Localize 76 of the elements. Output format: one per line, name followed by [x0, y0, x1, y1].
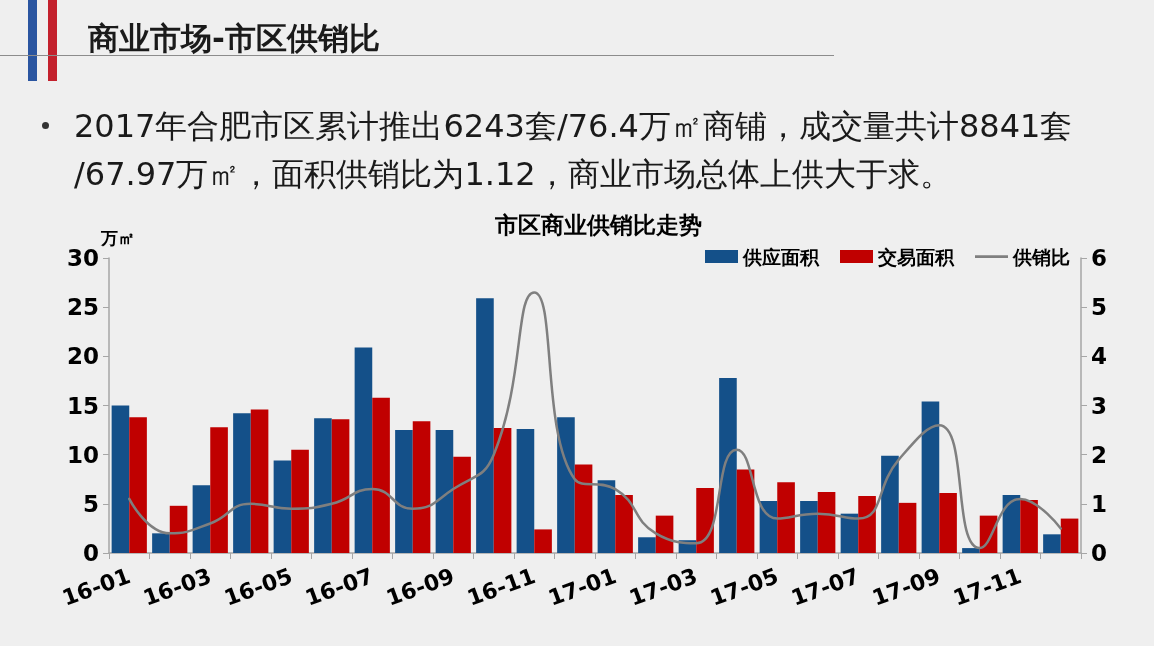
- legend-label: 交易面积: [877, 245, 955, 268]
- y2-tick-label: 4: [1091, 343, 1108, 370]
- bar: [192, 485, 211, 553]
- y-tick-label: 10: [66, 441, 99, 468]
- bar: [858, 495, 876, 553]
- bar: [1020, 499, 1038, 553]
- bar: [111, 405, 130, 553]
- y-tick-label: 20: [66, 343, 99, 370]
- bar: [169, 505, 188, 553]
- bar: [615, 494, 633, 553]
- bar: [354, 347, 373, 553]
- bar: [435, 430, 454, 553]
- bar: [291, 449, 309, 553]
- bar: [476, 298, 494, 553]
- y-tick-label: 15: [66, 392, 99, 419]
- y2-tick-label: 6: [1091, 245, 1108, 271]
- y2-tick-label: 3: [1091, 392, 1108, 419]
- bar: [273, 460, 292, 553]
- bar: [314, 418, 332, 553]
- bar: [152, 533, 170, 553]
- bar: [638, 537, 656, 553]
- bar: [210, 427, 228, 553]
- x-tick-label: 17-05: [706, 563, 782, 611]
- bar: [817, 492, 836, 553]
- y-axis-title: 万㎡: [100, 227, 135, 248]
- y-tick-label: 30: [66, 245, 99, 271]
- y-tick-label: 0: [82, 540, 99, 566]
- y-tick-label: 25: [66, 294, 99, 321]
- line-series: [128, 291, 1062, 550]
- legend-label: 供销比: [1012, 245, 1070, 268]
- bar: [1060, 518, 1079, 553]
- x-tick-label: 16-11: [463, 563, 539, 611]
- bar: [534, 529, 552, 553]
- bar: [557, 417, 575, 553]
- bar: [921, 401, 940, 553]
- bar: [395, 430, 413, 553]
- bar: [962, 548, 980, 553]
- x-tick-label: 17-01: [544, 563, 620, 611]
- y2-tick-label: 2: [1091, 441, 1108, 468]
- x-tick-label: 16-01: [58, 563, 134, 611]
- bar: [331, 419, 350, 553]
- bar: [881, 455, 899, 553]
- y2-tick-label: 1: [1091, 490, 1108, 517]
- bar: [129, 417, 147, 553]
- bar: [1002, 494, 1021, 553]
- bar: [453, 456, 471, 553]
- bar: [736, 469, 755, 553]
- bar: [696, 488, 714, 553]
- bar: [800, 500, 818, 553]
- bar: [516, 429, 535, 553]
- y2-tick-label: 5: [1091, 294, 1108, 321]
- x-tick-label: 16-09: [382, 563, 458, 611]
- legend-label: 供应面积: [742, 245, 820, 268]
- x-tick-label: 17-09: [868, 563, 944, 611]
- bar: [372, 397, 390, 553]
- x-tick-label: 17-11: [949, 563, 1025, 611]
- bar: [250, 409, 269, 553]
- bar: [719, 377, 737, 553]
- bar: [574, 464, 593, 553]
- x-tick-label: 16-05: [220, 563, 296, 611]
- bar: [597, 480, 616, 553]
- y2-tick-label: 0: [1091, 540, 1108, 566]
- bar: [493, 428, 512, 553]
- bar: [939, 493, 957, 553]
- x-tick-label: 16-03: [139, 563, 215, 611]
- bar: [777, 482, 795, 553]
- bar: [233, 413, 251, 553]
- bar: [759, 500, 778, 553]
- chart-title: 市区商业供销比走势: [494, 211, 702, 238]
- bar: [412, 421, 431, 553]
- y-tick-label: 5: [82, 490, 99, 517]
- bar: [1043, 534, 1061, 553]
- text: 2017年合肥市区累计推出6243套/76.4万㎡商铺，成交量共计8841套/67.97万㎡，面积供销比为1.12，商业市场总体上供大于求。: [74, 106, 1074, 195]
- x-tick-label: 17-03: [625, 563, 701, 611]
- bar: [898, 502, 917, 553]
- text: 商业市场-市区供销比: [88, 19, 380, 57]
